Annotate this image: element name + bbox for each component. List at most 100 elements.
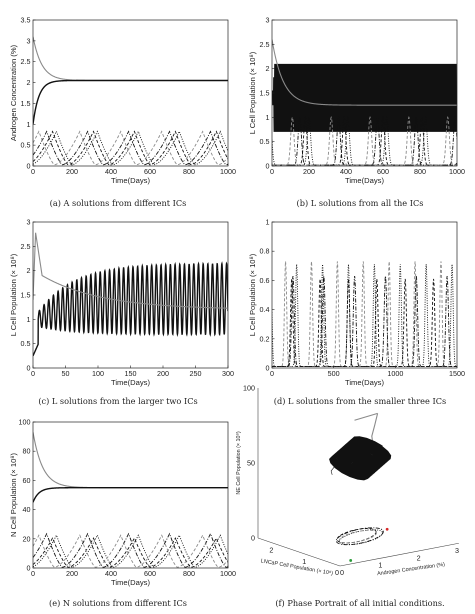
x-tick-label-c-0: 0 [31,369,35,378]
x-tick-label-a-2: 400 [105,167,117,176]
series-a-1 [33,79,228,125]
series-e-1 [33,487,228,503]
x-tick-label-e-0: 0 [31,569,35,578]
f-y-tick-2: 2 [269,546,273,555]
panel-e-chart: 0 200 400 600 800 1000 0 20 40 60 80 100 Time(Days) N… [9,418,236,588]
y-tick-label-a-7: 3.5 [21,16,31,25]
f-x-tick-1: 1 [378,561,382,570]
y-tick-label-c-1: 0.5 [21,339,31,348]
x-tick-label-c-6: 300 [222,369,234,378]
x-tick-label-b-3: 600 [377,167,389,176]
x-tick-label-c-2: 100 [92,369,104,378]
series-e-4 [33,534,228,568]
x-tick-label-d-2: 1000 [387,369,403,378]
y-tick-label-b-4: 2 [266,64,270,73]
y-tick-label-e-1: 20 [23,534,31,543]
series-a-0 [33,36,228,82]
x-tick-label-d-1: 500 [328,369,340,378]
x-tick-label-a-1: 200 [66,167,78,176]
y-tick-label-e-2: 40 [23,505,31,514]
series-d-1 [272,261,457,367]
caption-c: (c) L solutions from the larger two ICs [38,396,197,406]
plot-frame-d [271,221,458,369]
series-a-4 [33,130,228,166]
f-y-tick-0: 0 [335,568,339,577]
f-gray-trajectory-start [354,412,378,421]
f-green-marker [349,559,353,562]
y-tick-label-c-4: 2 [27,266,31,275]
y-tick-label-d-1: 0.2 [260,334,270,343]
series-b-1 [272,39,457,106]
caption-e: (e) N solutions from different ICs [49,598,187,608]
y-tick-label-a-1: 0.5 [21,141,31,150]
series-e-0 [33,432,228,489]
x-tick-label-c-4: 200 [157,369,169,378]
panel-c-chart: 0 50 100 150 200 250 300 0 0.5 1 1.5 2 2.5 3 Time(Days… [9,218,234,388]
panel-b-chart: 0 200 400 600 800 1000 0 0.5 1 1.5 2 2.5 3 Time(Days)… [248,16,465,186]
x-tick-label-e-3: 600 [144,569,156,578]
y-tick-label-a-3: 1.5 [21,99,31,108]
y-tick-label-c-6: 3 [27,218,31,227]
series-d-0 [272,264,457,367]
f-x-tick-2: 2 [417,553,421,562]
f-z-tick-0: 0 [251,534,255,543]
plot-frame-a [32,19,229,167]
y-tick-label-b-3: 1.5 [260,89,270,98]
x-tick-label-d-0: 0 [270,369,274,378]
y-tick-label-a-5: 2.5 [21,57,31,66]
x-tick-label-c-3: 150 [125,369,137,378]
y-tick-label-a-6: 3 [27,36,31,45]
y-tick-label-c-3: 1.5 [21,291,31,300]
y-tick-label-b-5: 2.5 [260,40,270,49]
x-tick-label-a-3: 600 [144,167,156,176]
y-axis-label-b: L Cell Population (× 10⁸) [248,51,257,134]
x-tick-label-a-0: 0 [31,167,35,176]
series-b-4 [272,116,457,166]
plot-frame-e [32,421,229,569]
panel-f-phase-portrait: 0 1 2 3 0 1 2 0 50 100 Androgen Concentration (%) L… [236,384,459,578]
y-tick-label-b-0: 0 [266,162,270,171]
x-tick-label-e-1: 200 [66,569,78,578]
y-tick-label-d-5: 1 [266,218,270,227]
series-b-0 [272,63,457,132]
f-y-tick-1: 1 [302,557,306,566]
y-tick-label-d-0: 0 [266,364,270,373]
y-tick-label-c-0: 0 [27,364,31,373]
f-x-tick-0: 0 [340,568,344,577]
caption-f: (f) Phase Portrait of all initial condit… [275,598,444,608]
series-e-5 [33,534,228,568]
y-tick-label-b-6: 3 [266,16,270,25]
x-axis-label-d: Time(Days) [345,378,384,387]
f-z-tick-1: 50 [247,459,255,468]
series-a-2 [33,130,228,166]
f-x-axis-label: Androgen Concentration (%) [377,562,446,577]
caption-b: (b) L solutions from all the ICs [297,198,424,208]
y-tick-label-b-2: 1 [266,113,270,122]
f-z-axis-label: NE Cell Population (× 10⁸) [236,431,242,494]
series-c-1 [33,232,228,309]
f-black-limit-cycle [329,436,392,481]
x-tick-label-b-0: 0 [270,167,274,176]
series-e-2 [33,532,228,568]
y-axis-label-a: Androgen Concentration (%) [9,44,18,141]
y-tick-label-c-2: 1 [27,315,31,324]
y-axis-label-e: N Cell Population (× 10⁸) [9,453,18,538]
y-tick-label-d-4: 0.8 [260,247,270,256]
x-axis-label-a: Time(Days) [111,176,150,185]
y-axis-label-c: L Cell Population (× 10⁸) [9,253,18,336]
y-tick-label-a-0: 0 [27,162,31,171]
series-c-0 [33,261,228,357]
y-tick-label-c-5: 2.5 [21,242,31,251]
series-e-3 [33,537,228,568]
x-tick-label-c-5: 250 [190,369,202,378]
f-y-axis [257,537,341,567]
x-tick-label-b-2: 400 [340,167,352,176]
x-tick-label-e-5: 1000 [220,569,236,578]
x-tick-label-b-5: 1000 [449,167,465,176]
caption-a: (a) A solutions from different ICs [50,198,187,208]
panel-a-chart: 0 200 400 600 800 1000 0 0.5 1 1.5 2 2.5 3 3.5 Time(Da… [9,16,236,186]
f-loop-3 [338,529,377,544]
y-tick-label-d-2: 0.4 [260,305,270,314]
x-tick-label-d-3: 1500 [449,369,465,378]
x-axis-label-c: Time(Days) [111,378,150,387]
